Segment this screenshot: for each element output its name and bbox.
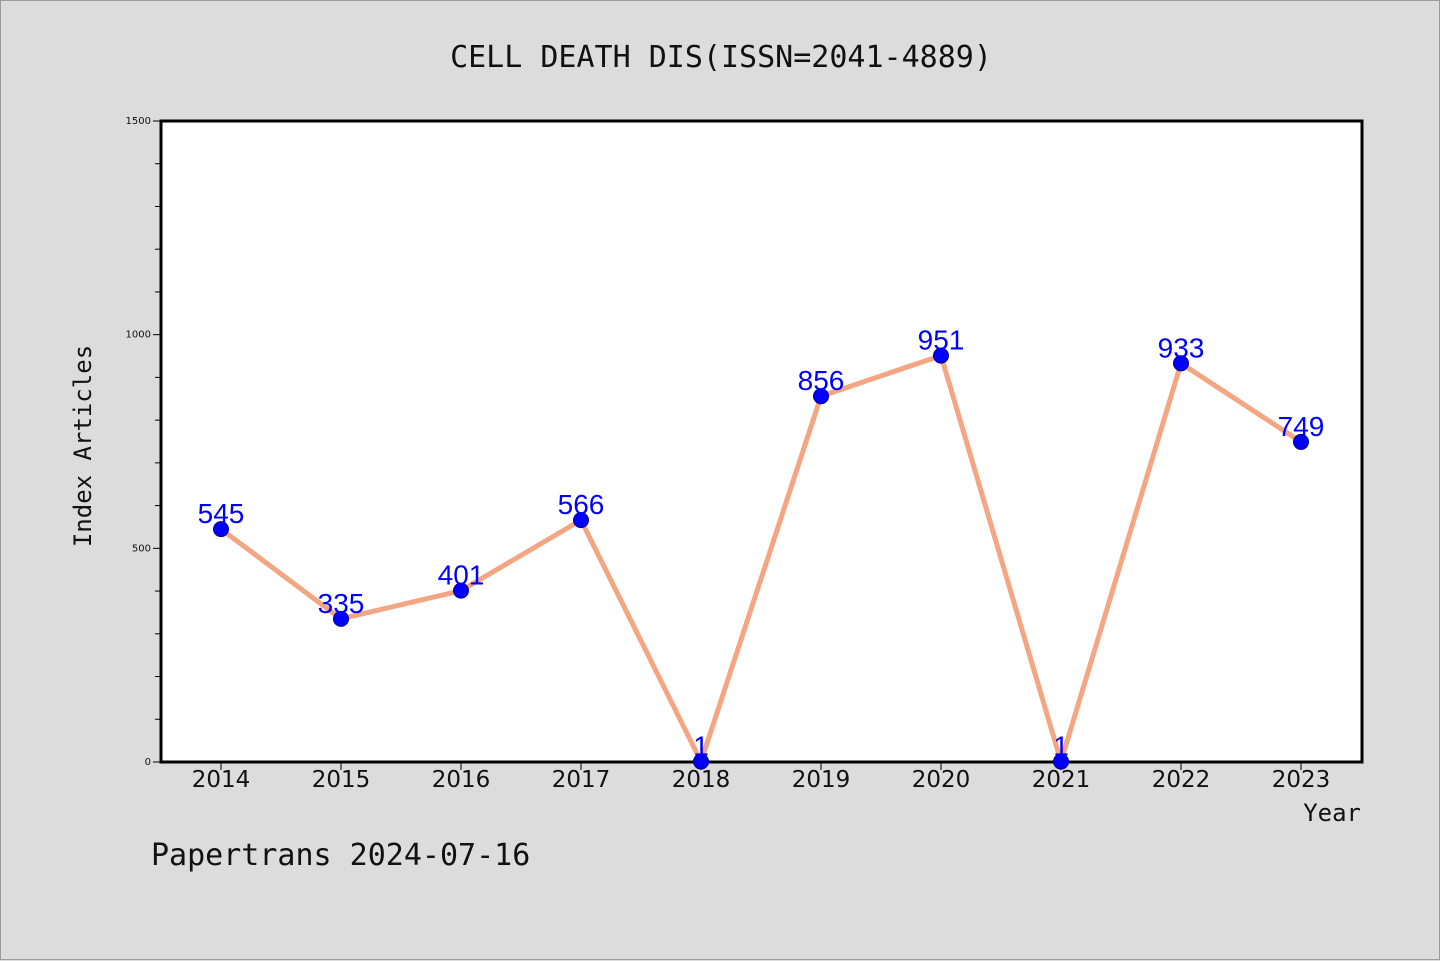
- data-label: 1: [1053, 731, 1069, 762]
- data-label: 545: [198, 498, 245, 529]
- x-tick-label: 2023: [1272, 767, 1331, 793]
- data-label: 933: [1158, 332, 1205, 363]
- x-tick-label: 2018: [672, 767, 731, 793]
- plot-area: [159, 119, 1364, 764]
- series-index-articles: 545 335 401 566 1 856 951 1 933 749: [198, 325, 1325, 770]
- data-point-marker: [1293, 433, 1309, 450]
- data-label: 749: [1278, 411, 1325, 442]
- data-point-marker: [693, 753, 709, 770]
- y-tick-label: 500: [132, 543, 151, 554]
- data-label: 566: [558, 489, 605, 520]
- y-tick-label: 0: [145, 757, 151, 768]
- data-point-marker: [813, 388, 829, 405]
- data-label: 951: [918, 325, 965, 356]
- chart-title: CELL DEATH DIS(ISSN=2041-4889): [450, 40, 992, 75]
- data-label: 1: [693, 731, 709, 762]
- x-tick-label: 2017: [552, 767, 611, 793]
- x-axis: 2014 2015 2016 2017 2018 2019 2020 2021 2022 2023: [192, 762, 1331, 793]
- series-line: [218, 353, 1304, 765]
- x-axis-label: Year: [1303, 799, 1361, 827]
- data-label: 401: [438, 560, 485, 591]
- x-tick-label: 2014: [192, 767, 251, 793]
- data-point-marker: [213, 521, 229, 538]
- data-label: 335: [318, 588, 365, 619]
- data-point-marker: [933, 347, 949, 364]
- y-axis-label: Index Articles: [69, 345, 97, 547]
- data-label: 856: [798, 365, 845, 396]
- data-point-marker: [1173, 355, 1189, 372]
- x-tick-label: 2021: [1032, 767, 1091, 793]
- x-tick-label: 2020: [912, 767, 971, 793]
- x-tick-label: 2015: [312, 767, 371, 793]
- data-point-marker: [333, 610, 349, 627]
- y-axis: 0 500 1000 1500: [126, 116, 161, 768]
- y-tick-label: 1500: [126, 116, 151, 127]
- data-point-marker: [453, 582, 469, 599]
- data-point-marker: [573, 512, 589, 529]
- footer-credit: Papertrans 2024-07-16: [151, 838, 530, 873]
- x-tick-label: 2022: [1152, 767, 1211, 793]
- x-tick-label: 2016: [432, 767, 491, 793]
- data-point-marker: [1053, 753, 1069, 770]
- y-tick-label: 1000: [126, 330, 151, 341]
- x-tick-label: 2019: [792, 767, 851, 793]
